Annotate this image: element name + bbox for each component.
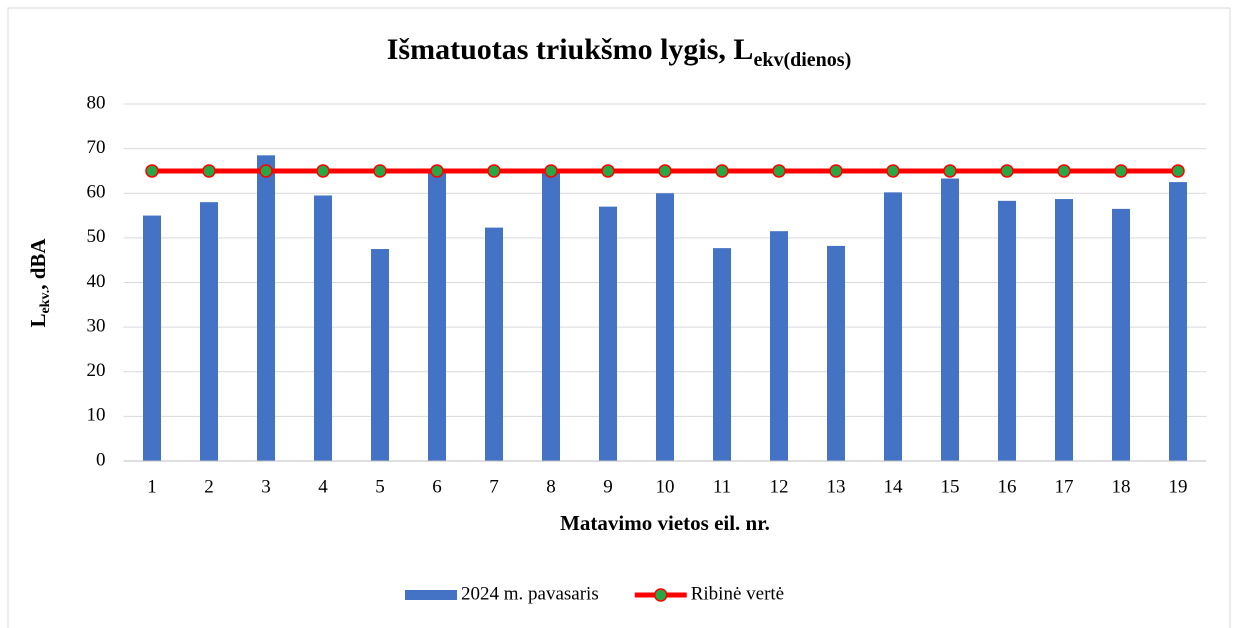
bar (770, 231, 788, 461)
bar (1112, 208, 1130, 461)
x-tick-label: 6 (432, 476, 442, 497)
bar (656, 193, 674, 461)
line-marker (715, 164, 729, 178)
y-tick-label: 40 (87, 271, 106, 292)
line-marker (316, 164, 330, 178)
y-label-text: L (26, 314, 50, 328)
title-subscript: ekv(dienos) (753, 49, 851, 71)
bar (599, 206, 617, 461)
line-marker (430, 164, 444, 178)
y-tick-label: 20 (87, 360, 106, 381)
bar (884, 192, 902, 462)
x-tick-label: 12 (770, 476, 789, 497)
y-tick-label: 30 (87, 315, 106, 336)
x-tick-label: 3 (261, 476, 271, 497)
line-marker (259, 164, 273, 178)
bar (1055, 199, 1073, 461)
x-tick-label: 14 (884, 476, 904, 497)
x-tick-label: 11 (713, 476, 731, 497)
bar (941, 178, 959, 461)
x-tick-label: 13 (827, 476, 846, 497)
bar (143, 215, 161, 461)
x-tick-label: 4 (318, 476, 328, 497)
bar (542, 170, 560, 461)
x-tick-label: 19 (1169, 476, 1188, 497)
x-tick-label: 10 (656, 476, 675, 497)
bar (1169, 182, 1187, 461)
bar (371, 249, 389, 461)
x-tick-label: 17 (1055, 476, 1074, 497)
line-marker (145, 164, 159, 178)
line-marker (772, 164, 786, 178)
bar (428, 170, 446, 461)
chart-title: Išmatuotas triukšmo lygis, Lekv(dienos) (387, 33, 852, 71)
y-label-subscript: ekv. (38, 290, 53, 314)
line-marker (202, 164, 216, 178)
line-marker (1057, 164, 1071, 178)
line-marker (487, 164, 501, 178)
chart-border (7, 7, 1231, 628)
x-tick-label: 2 (204, 476, 214, 497)
line-marker (886, 164, 900, 178)
bar (713, 248, 731, 461)
line-marker (943, 164, 957, 178)
bar (827, 245, 845, 461)
x-tick-label: 5 (375, 476, 385, 497)
line-marker (1171, 164, 1185, 178)
x-tick-label: 9 (603, 476, 613, 497)
x-tick-label: 1 (147, 476, 157, 497)
x-tick-label: 16 (998, 476, 1017, 497)
line-marker (658, 164, 672, 178)
title-text: Išmatuotas triukšmo lygis, L (387, 33, 754, 66)
y-axis-label: Lekv., dBA (26, 238, 53, 328)
bar (314, 195, 332, 461)
y-tick-label: 10 (87, 405, 106, 426)
legend-marker (653, 588, 668, 602)
bar (257, 155, 275, 461)
x-tick-label: 7 (489, 476, 499, 497)
y-tick-label: 50 (87, 226, 106, 247)
y-tick-label: 60 (87, 182, 106, 203)
line-marker (1114, 164, 1128, 178)
y-tick-label: 80 (87, 92, 106, 113)
x-tick-label: 15 (941, 476, 960, 497)
line-marker (544, 164, 558, 178)
line-marker (1000, 164, 1014, 178)
x-tick-label: 18 (1112, 476, 1131, 497)
y-label-suffix: , dBA (26, 238, 50, 290)
bar (200, 202, 218, 462)
x-axis-label: Matavimo vietos eil. nr. (560, 511, 770, 535)
y-tick-label: 0 (96, 449, 106, 470)
x-tick-label: 8 (546, 476, 556, 497)
bar (485, 227, 503, 461)
y-tick-label: 70 (87, 137, 106, 158)
line-marker (373, 164, 387, 178)
line-marker (601, 164, 615, 178)
line-marker (829, 164, 843, 178)
legend-swatch (405, 590, 457, 600)
bar (998, 200, 1016, 461)
legend-label: Ribinė vertė (691, 583, 784, 604)
legend-label: 2024 m. pavasaris (461, 583, 599, 604)
